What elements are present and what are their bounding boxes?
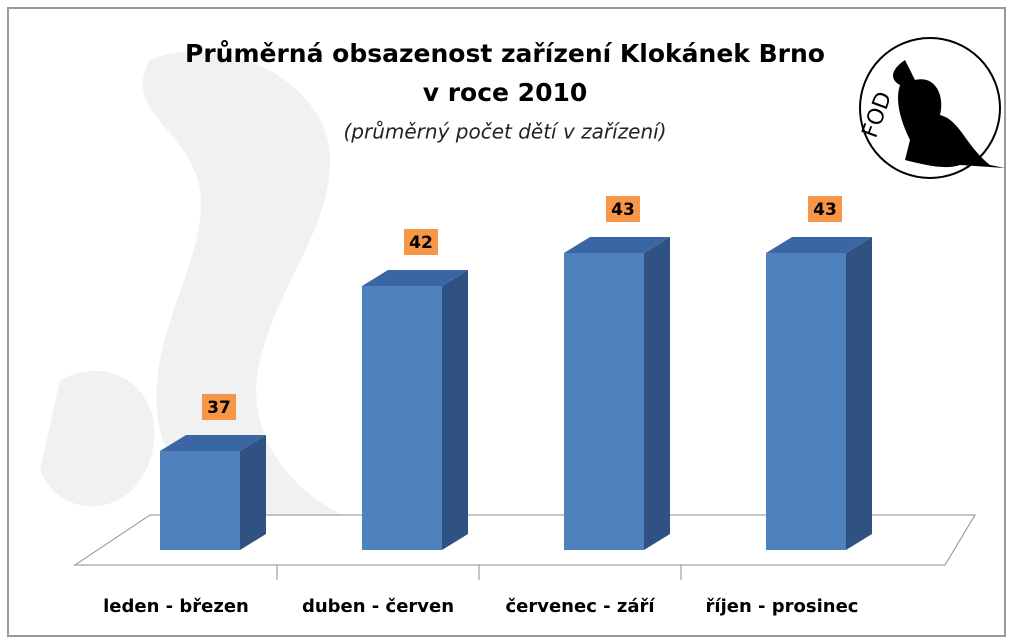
value-label: 43	[611, 200, 635, 220]
chart: Průměrná obsazenost zařízení Klokánek Br…	[0, 0, 1013, 644]
bar	[160, 451, 240, 550]
x-tick-label: duben - červen	[302, 596, 454, 617]
value-label: 37	[207, 398, 231, 418]
chart-title: v roce 2010	[423, 78, 588, 107]
bar-side	[442, 270, 468, 550]
bar	[362, 286, 442, 550]
bar	[564, 253, 644, 550]
x-tick-label: leden - březen	[103, 596, 249, 617]
chart-title: Průměrná obsazenost zařízení Klokánek Br…	[185, 39, 825, 68]
x-tick-label: říjen - prosinec	[706, 596, 859, 617]
bar	[766, 253, 846, 550]
value-label: 42	[409, 233, 433, 253]
bar-side	[846, 237, 872, 550]
x-tick-label: červenec - září	[505, 596, 655, 617]
chart-subtitle: (průměrný počet dětí v zařízení)	[343, 120, 666, 144]
value-label: 43	[813, 200, 837, 220]
bar-side	[644, 237, 670, 550]
bar-side	[240, 435, 266, 550]
